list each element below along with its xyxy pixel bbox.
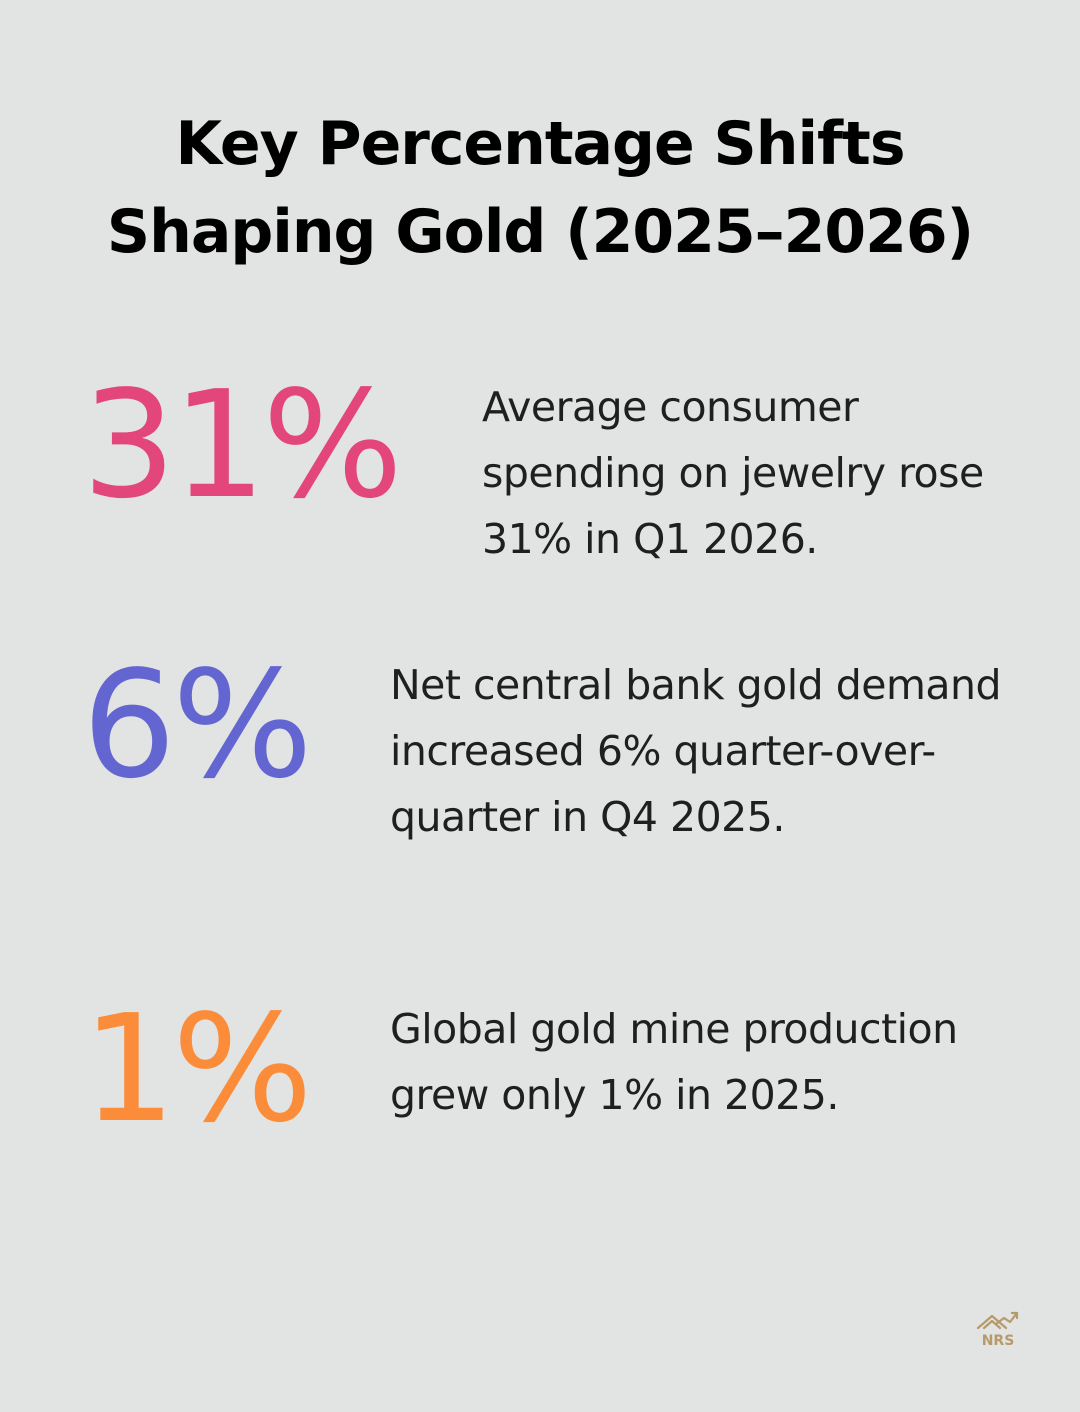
page-title: Key Percentage Shifts Shaping Gold (2025… (0, 100, 1080, 276)
page-title-line-1: Key Percentage Shifts (175, 109, 905, 179)
brand-logo: NRS (970, 1308, 1026, 1350)
house-chart-icon: NRS (976, 1311, 1019, 1349)
page-title-line-2: Shaping Gold (2025–2026) (106, 197, 974, 267)
stat-description: Net central bank gold demand increased 6… (390, 661, 1002, 841)
stat-percentage: 31% (82, 359, 403, 531)
stat-description: Global gold mine production grew only 1%… (390, 1005, 958, 1119)
stat-percentage: 6% (82, 639, 313, 811)
stat-description: Average consumer spending on jewelry ros… (482, 383, 984, 563)
logo-text: NRS (982, 1333, 1015, 1349)
stat-percentage: 1% (82, 983, 313, 1155)
